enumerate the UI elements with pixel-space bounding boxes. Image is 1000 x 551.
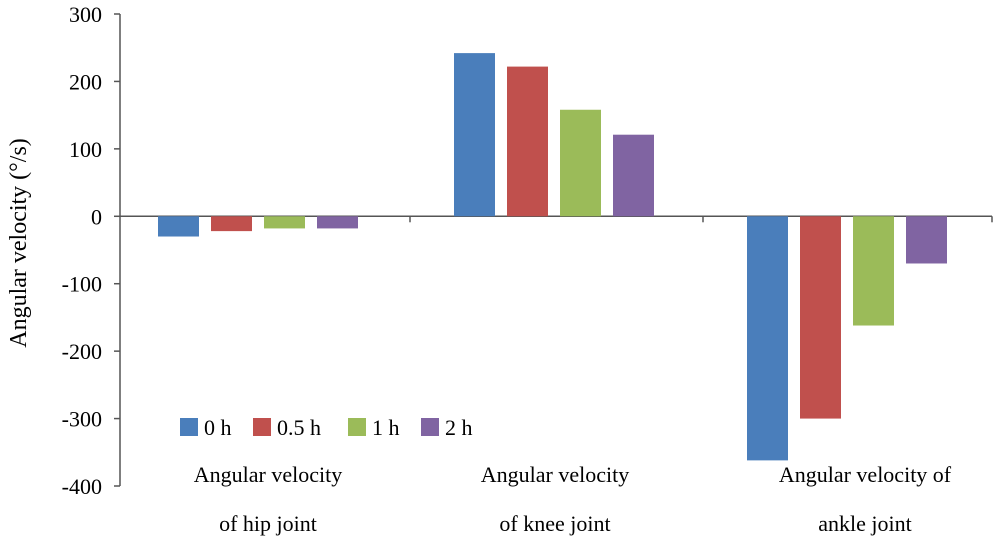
bar [317, 216, 358, 229]
bar [264, 216, 305, 229]
bar [454, 53, 495, 217]
y-tick-label: 300 [69, 2, 102, 27]
legend-label: 0 h [204, 415, 232, 440]
bar [853, 216, 894, 326]
bar [560, 109, 601, 217]
legend: 0 h 0.5 h 1 h 2 h [180, 415, 473, 440]
category-label-line2: of hip joint [219, 511, 317, 536]
legend-label: 2 h [445, 415, 473, 440]
bars [158, 53, 947, 461]
bar [613, 134, 654, 217]
category-labels: Angular velocity of hip joint Angular velo… [194, 462, 952, 536]
y-tick-label: 100 [69, 137, 102, 162]
category-label-line2: of knee joint [499, 511, 610, 536]
category-label-line1: Angular velocity [481, 462, 629, 487]
bar [158, 216, 199, 237]
y-tick-label: 0 [91, 204, 102, 229]
category-label-line2: ankle joint [818, 511, 911, 536]
y-axis-label: Angular velocity (°/s) [6, 138, 32, 348]
legend-swatch [253, 418, 271, 436]
y-ticks: 300 200 100 0 -100 -200 -300 -400 [62, 2, 120, 499]
category-label-line1: Angular velocity of [779, 462, 952, 487]
bar [211, 216, 252, 232]
y-tick-label: -100 [62, 272, 102, 297]
legend-swatch [348, 418, 366, 436]
legend-swatch [180, 418, 198, 436]
y-tick-label: -300 [62, 407, 102, 432]
y-tick-label: 200 [69, 69, 102, 94]
y-tick-label: -200 [62, 339, 102, 364]
legend-label: 0.5 h [277, 415, 321, 440]
bar [800, 216, 841, 419]
bar [507, 66, 548, 217]
y-tick-label: -400 [62, 474, 102, 499]
legend-swatch [421, 418, 439, 436]
legend-label: 1 h [372, 415, 400, 440]
bar [747, 216, 788, 461]
category-label-line1: Angular velocity [194, 462, 342, 487]
bar [906, 216, 947, 264]
